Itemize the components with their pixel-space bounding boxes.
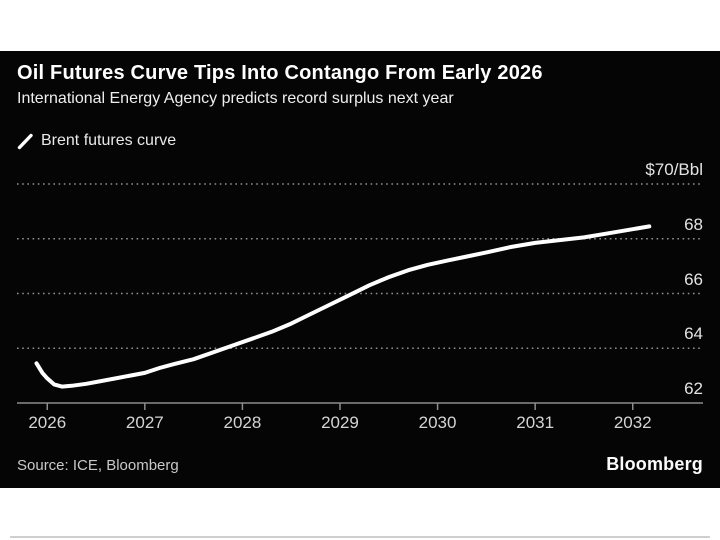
x-axis-label-2028: 2028 [223,413,262,432]
chart-subtitle: International Energy Agency predicts rec… [17,90,454,107]
bloomberg-logo: Bloomberg [606,454,703,474]
chart-title: Oil Futures Curve Tips Into Contango Fro… [17,62,543,84]
source-note: Source: ICE, Bloomberg [17,457,179,474]
x-axis-label-2026: 2026 [28,413,67,432]
page-bottom-rule [10,536,710,538]
brent-curve-line [34,224,652,389]
chart-card: Oil Futures Curve Tips Into Contango Fro… [0,51,720,488]
x-axis-label-2029: 2029 [321,413,359,432]
y-axis-label-68: 68 [684,214,703,234]
brent-futures-chart [17,183,703,410]
legend-label: Brent futures curve [41,132,177,149]
y-axis-label-64: 64 [684,324,703,344]
y-axis-label-70: $70/Bbl [645,160,703,179]
y-axis-label-66: 66 [684,269,703,289]
y-axis-label-62: 62 [684,379,703,398]
slash-line-icon [17,133,33,149]
x-axis-label-2032: 2032 [613,413,652,432]
x-axis-label-2030: 2030 [418,413,457,432]
x-axis-label-2027: 2027 [125,413,164,432]
x-axis-label-2031: 2031 [516,413,555,432]
legend: Brent futures curve [17,132,176,150]
